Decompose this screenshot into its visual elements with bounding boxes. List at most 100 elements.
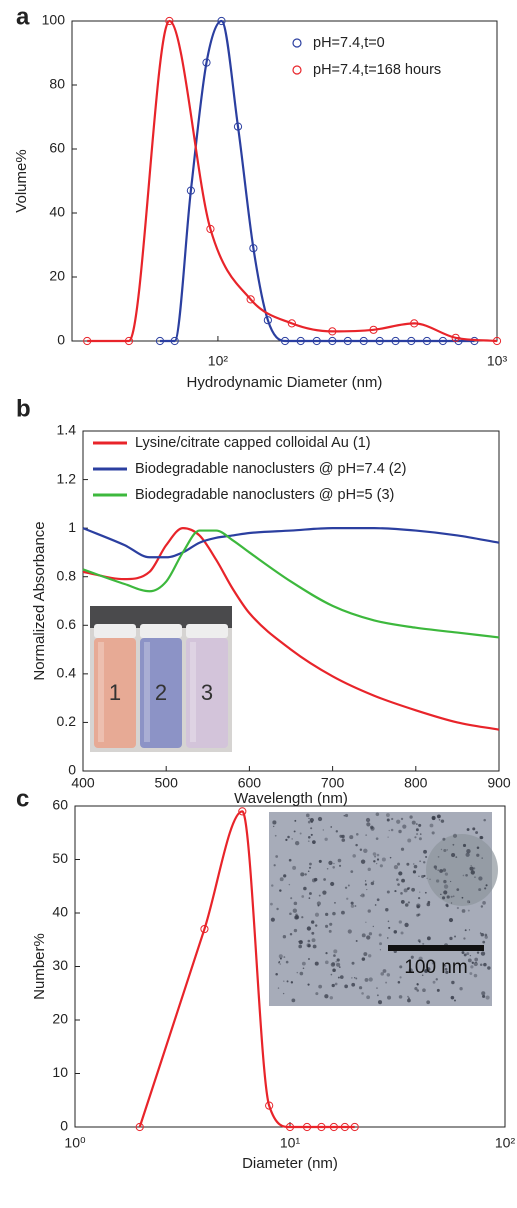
tem-dot [387,995,392,1000]
tem-dot [379,864,383,868]
tem-dot [468,929,471,931]
tem-dot [479,835,483,840]
tem-dot [476,853,480,857]
plot-frame [82,430,500,772]
tem-dot [322,890,327,895]
tem-dot [474,957,479,962]
tem-dot [330,962,336,967]
tem-dot [372,880,375,883]
tem-dot [399,976,402,979]
tem-dot [482,901,486,905]
tem-dot [310,833,313,836]
tem-dot [407,995,409,998]
tem-dot [485,884,488,887]
tem-dot [412,870,417,874]
tem-dot [466,828,470,831]
tem-dot [419,891,421,893]
tem-dot [454,935,457,938]
data-point [263,316,272,325]
tem-dot [307,983,310,986]
tem-dot [291,998,296,1003]
tem-dot [279,877,284,882]
vial-label: 2 [155,680,167,705]
tem-dot [398,920,402,924]
tem-dot [351,961,355,965]
tem-dot [283,956,286,958]
tem-dot [443,890,448,895]
tem-dot [376,862,378,865]
vial [140,638,182,748]
tem-dot [289,933,293,936]
tem-dot [386,973,391,977]
series-line [82,527,500,731]
tem-dot [359,848,363,851]
tem-dot [301,895,305,898]
vial-shine [190,642,196,742]
tem-dot [368,977,373,982]
tem-dot [344,984,348,989]
x-tick-label: 10³ [487,353,508,369]
tem-dot [466,952,470,956]
tem-dot [329,996,334,1000]
tem-dot [483,818,486,822]
tem-dot [403,888,408,893]
tem-dot [414,987,418,991]
tem-dot [277,987,280,989]
y-tick-label: 30 [52,957,68,973]
tem-dot [334,902,336,904]
tem-dot [294,819,297,822]
data-point [124,336,134,346]
tem-dot [361,992,364,995]
y-tick-label: 50 [52,850,68,866]
tem-dot [288,883,291,886]
tem-dot [376,987,378,989]
tem-dot [344,813,349,818]
tem-dot [301,961,306,966]
tem-dot [309,892,312,895]
tem-dot [485,995,490,1000]
tem-dot [312,944,317,949]
tem-dot [418,837,422,841]
tem-dot [283,874,287,878]
tem-dot [415,828,419,832]
tem-dot [325,952,328,955]
y-tick-label: 1 [68,519,76,535]
tem-dot [487,966,491,970]
tem-dot [443,848,447,853]
tem-dot [307,957,311,961]
y-tick-label: 40 [52,904,68,920]
tem-dot [354,977,356,979]
vial-cap [140,624,182,638]
tem-dot [470,870,475,875]
tem-dot [367,954,372,958]
tem-dot [461,909,466,913]
tem-dot [433,865,437,869]
vial [94,638,136,748]
photo-top [90,606,232,628]
tem-dot [473,867,476,870]
y-axis-label: Volume% [13,149,30,212]
tem-dot [341,834,345,839]
tem-dot [465,873,468,877]
tem-dot [387,836,389,838]
tem-dot [283,980,285,982]
tem-dot [312,840,316,844]
tem-dot [373,860,376,863]
tem-dot [431,960,436,965]
data-point [451,333,460,342]
tem-dot [289,912,292,916]
tem-dot [416,833,419,836]
tem-dot [324,837,328,841]
data-point [329,1122,338,1132]
tem-dot [476,951,480,954]
inset-tem: 100 nm [269,812,498,1006]
tem-dot [409,815,413,819]
y-tick-label: 60 [52,797,68,813]
tem-dot [422,988,426,993]
tem-dot [387,937,389,939]
tem-dot [480,932,485,937]
tem-dot [374,904,377,906]
tem-dot [479,932,482,934]
tem-dot [288,858,292,862]
tem-dot [372,852,377,856]
